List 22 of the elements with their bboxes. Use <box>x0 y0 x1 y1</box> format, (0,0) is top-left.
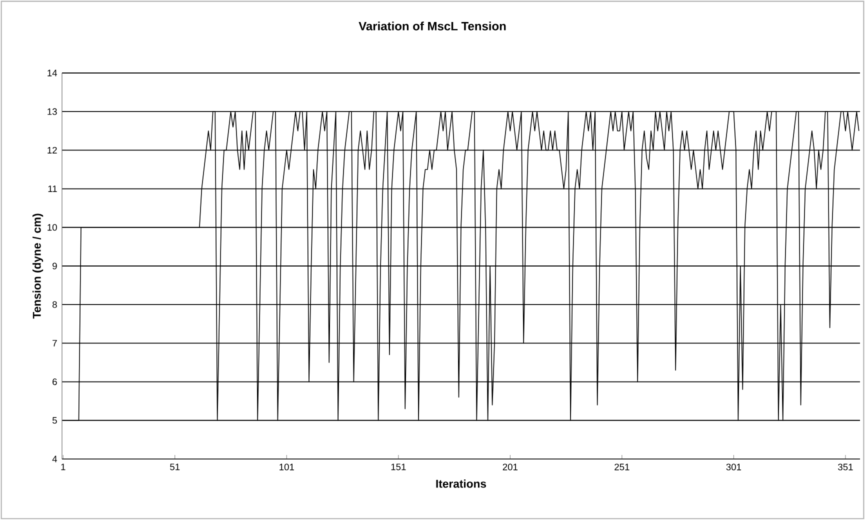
x-tick-label: 201 <box>502 464 518 470</box>
y-tick-label: 11 <box>48 186 57 192</box>
y-tick-label: 10 <box>48 224 57 231</box>
y-tick-label: 4 <box>52 456 58 462</box>
x-tick-label: 251 <box>614 464 630 470</box>
x-tick-label: 51 <box>170 464 180 470</box>
chart-title: Variation of MscL Tension <box>358 22 506 30</box>
y-tick-label: 7 <box>52 340 57 346</box>
y-tick-label: 6 <box>52 378 57 386</box>
y-axis-title: Tension (dyne / cm) <box>32 214 44 319</box>
y-tick-label: 5 <box>52 417 57 424</box>
x-tick-label: 101 <box>280 464 294 470</box>
y-tick-label: 13 <box>48 108 57 115</box>
x-tick-label: 301 <box>726 464 742 470</box>
y-tick-label: 12 <box>48 146 57 154</box>
x-axis-title: Iterations <box>436 479 486 488</box>
x-tick-label: 1 <box>61 464 66 470</box>
y-tick-label: 9 <box>52 262 57 270</box>
x-tick-label: 151 <box>391 464 406 470</box>
x-tick-label: 351 <box>838 464 853 470</box>
y-tick-label: 8 <box>52 301 57 308</box>
y-tick-label: 14 <box>48 70 58 76</box>
